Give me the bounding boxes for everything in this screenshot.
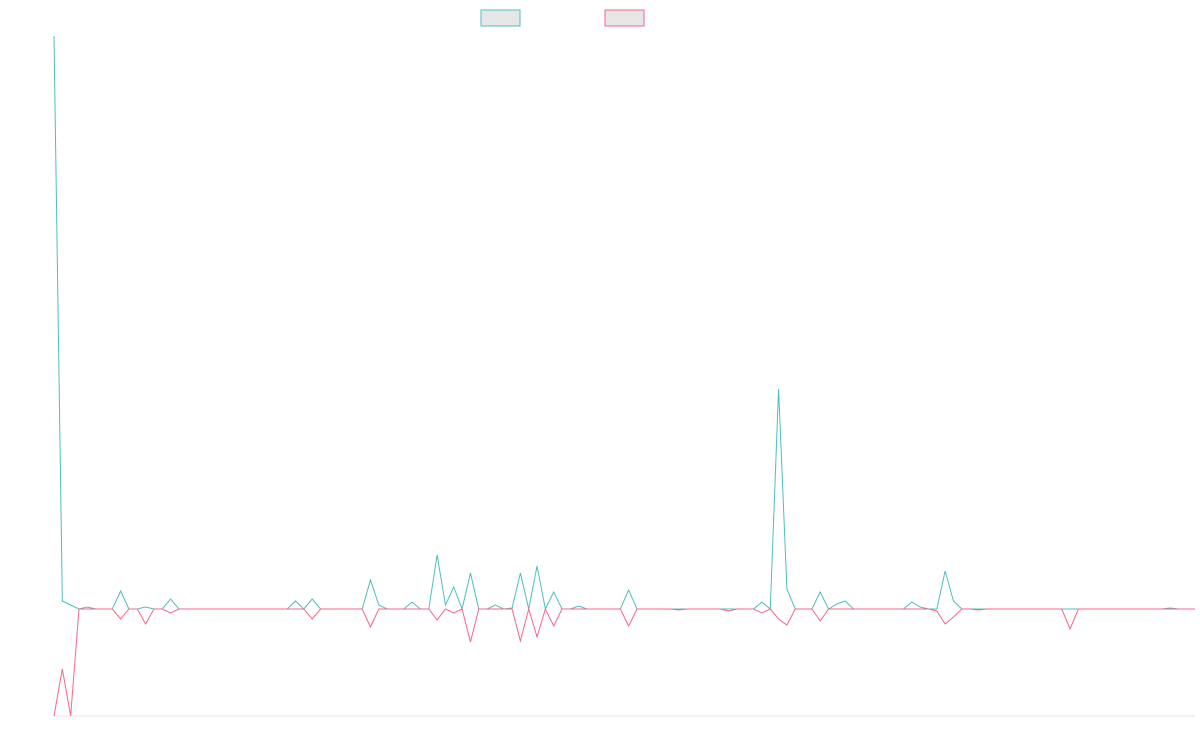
legend-swatch[interactable] xyxy=(480,9,521,27)
series-line xyxy=(53,607,1195,717)
series-line xyxy=(53,35,1195,611)
legend-swatch[interactable] xyxy=(604,9,645,27)
